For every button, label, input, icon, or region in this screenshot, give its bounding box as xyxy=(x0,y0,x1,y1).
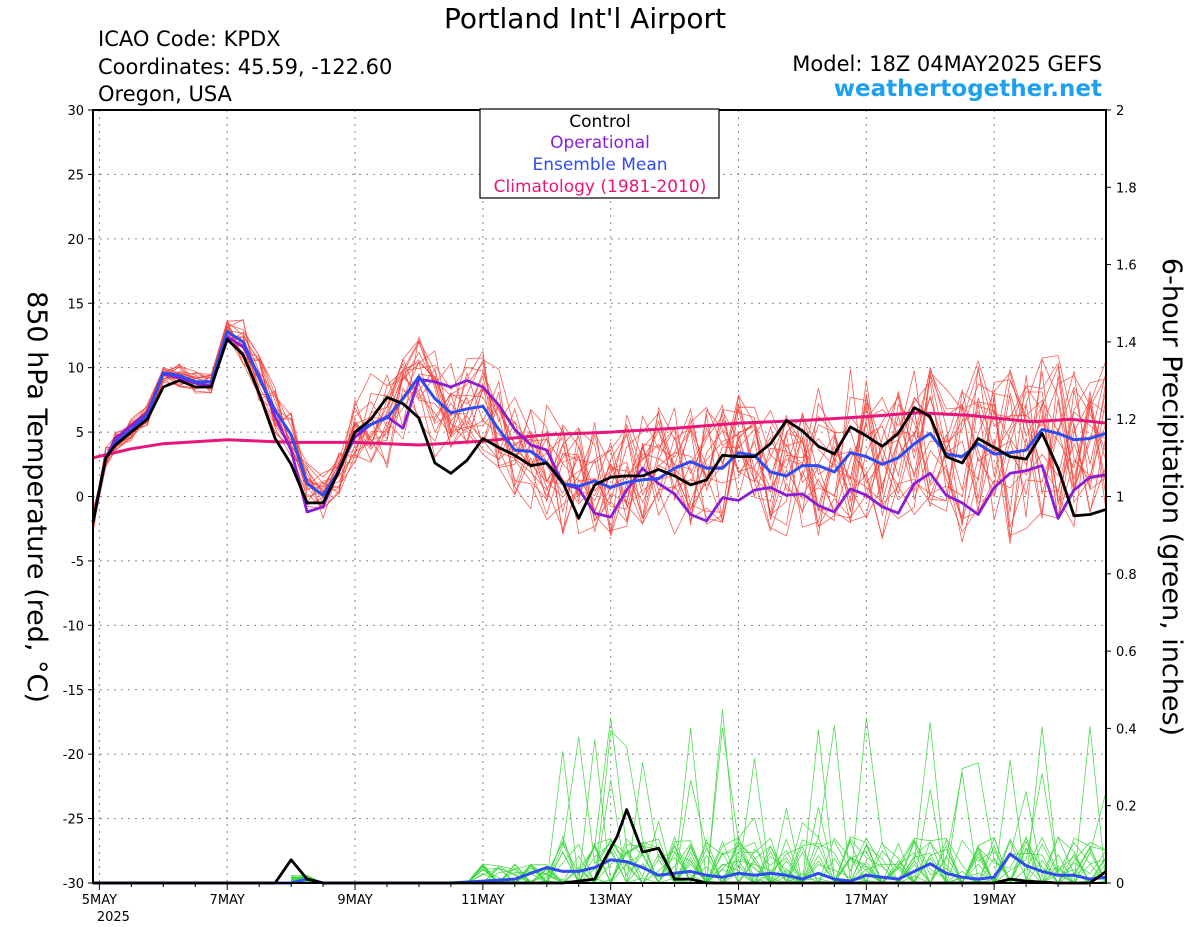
ensemble-members xyxy=(92,319,1107,885)
axis-ticks: 302520151050-5-10-15-20-25-3021.81.61.41… xyxy=(63,104,1137,925)
series xyxy=(91,330,1107,885)
y-axis-title: 850 hPa Temperature (red, °C) xyxy=(21,291,52,703)
y-tick-label: 20 xyxy=(67,233,84,248)
y-tick-label: 0 xyxy=(76,491,84,506)
y-tick-label: 5 xyxy=(76,426,84,441)
temp-ensemble-mean-line xyxy=(91,330,1107,523)
temp-member-line xyxy=(92,319,1107,532)
y2-tick-label: 1 xyxy=(1116,491,1124,506)
y-tick-label: 15 xyxy=(67,297,84,312)
legend-operational: Operational xyxy=(550,133,650,153)
y2-tick-label: 2 xyxy=(1116,104,1124,119)
x-tick-label: 15MAY xyxy=(717,893,761,908)
y2-tick-label: 0.8 xyxy=(1116,568,1137,583)
y2-tick-label: 0.4 xyxy=(1116,722,1137,737)
legend-ensemble-mean: Ensemble Mean xyxy=(532,155,667,175)
legend: Control Operational Ensemble Mean Climat… xyxy=(479,108,720,199)
y2-axis-title: 6-hour Precipitation (green, inches) xyxy=(1156,258,1187,736)
chart-title: Portland Int'l Airport xyxy=(443,2,727,35)
y2-tick-label: 0 xyxy=(1116,877,1124,892)
x-tick-label: 17MAY xyxy=(845,893,889,908)
y-tick-label: -30 xyxy=(63,877,84,892)
y-tick-label: -20 xyxy=(63,748,84,763)
x-tick-label: 13MAY xyxy=(589,893,633,908)
y2-tick-label: 1.4 xyxy=(1116,336,1137,351)
region: Oregon, USA xyxy=(98,82,232,106)
temp-climatology-1981-2010-line xyxy=(92,411,1107,460)
x-tick-year: 2025 xyxy=(97,910,130,925)
model-run: Model: 18Z 04MAY2025 GEFS xyxy=(792,52,1102,76)
temp-member-line xyxy=(92,320,1107,537)
y2-tick-label: 0.6 xyxy=(1116,645,1137,660)
y2-tick-label: 1.2 xyxy=(1116,413,1137,428)
precip-control-line xyxy=(93,808,1107,885)
temp-member-line xyxy=(92,330,1107,535)
temp-operational-line xyxy=(91,335,1107,523)
x-tick-label: 11MAY xyxy=(461,893,505,908)
y-tick-label: 30 xyxy=(67,104,84,119)
legend-control: Control xyxy=(569,112,630,132)
x-tick-label: 9MAY xyxy=(337,893,372,908)
y-tick-label: -25 xyxy=(63,813,84,828)
y-tick-label: -10 xyxy=(63,619,84,634)
y-tick-label: -15 xyxy=(63,684,84,699)
precip-ensemble-mean-line xyxy=(93,852,1107,885)
icao-code: ICAO Code: KPDX xyxy=(98,27,281,51)
temp-member-line xyxy=(92,330,1107,531)
y-tick-label: 25 xyxy=(67,168,84,183)
y2-tick-label: 1.8 xyxy=(1116,181,1137,196)
y2-tick-label: 1.6 xyxy=(1116,259,1137,274)
legend-box xyxy=(479,108,720,199)
y-tick-label: -5 xyxy=(71,555,84,570)
y-tick-label: 10 xyxy=(67,362,84,377)
x-tick-label: 5MAY xyxy=(82,893,117,908)
coordinates: Coordinates: 45.59, -122.60 xyxy=(98,55,393,79)
legend-climatology: Climatology (1981-2010) xyxy=(494,177,707,197)
x-tick-label: 19MAY xyxy=(972,893,1016,908)
temp-control-line xyxy=(91,337,1107,523)
x-tick-label: 7MAY xyxy=(210,893,245,908)
site-link[interactable]: weathertogether.net xyxy=(833,76,1102,102)
y2-tick-label: 0.2 xyxy=(1116,800,1137,815)
